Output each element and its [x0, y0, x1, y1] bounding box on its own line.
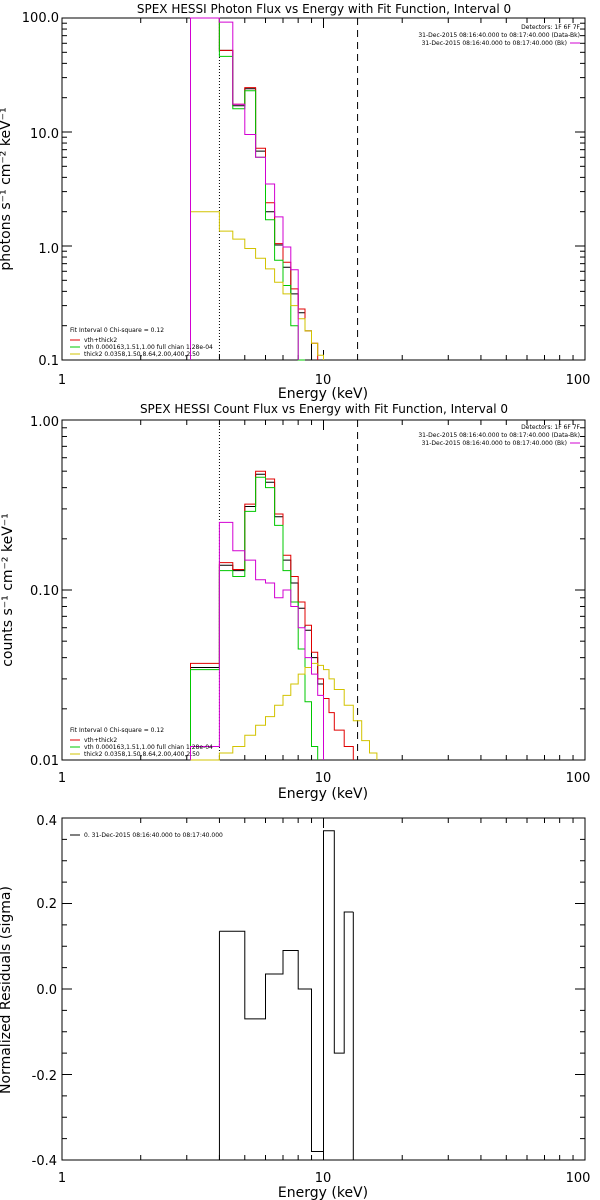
panel3-xtick-100: 100 — [566, 1171, 591, 1186]
panel1-xtick-1: 1 — [58, 373, 66, 388]
panel1-frame — [61, 17, 586, 361]
panel1-title: SPEX HESSI Photon Flux vs Energy with Fi… — [137, 2, 511, 16]
panel1-ytick-10: 10.0 — [30, 127, 59, 142]
panel1-ytick-100: 100.0 — [22, 11, 59, 26]
panel2-detectors: Detectors: 1F 6F 7F — [521, 424, 580, 431]
series-bk — [190, 521, 324, 760]
panel1-fit-text: Fit Interval 0 Chi-square = 0.12 — [70, 327, 164, 334]
panel3-ytick--0.4: -0.4 — [32, 1154, 57, 1169]
panel1-legend-thick2: thick2 0.0358,1.50,8.64,2.00,400,2.50 — [84, 351, 200, 358]
panel3-ylabel: Normalized Residuals (sigma) — [0, 886, 14, 1094]
panel2-title: SPEX HESSI Count Flux vs Energy with Fit… — [140, 402, 508, 416]
panel3-xtick-1: 1 — [58, 1171, 66, 1186]
panel2-xtick-1: 1 — [58, 771, 66, 786]
panel1-detectors: Detectors: 1F 6F 7F — [521, 24, 580, 31]
panel2-legend-total: vth+thick2 — [84, 737, 117, 744]
series-thick2-0-0358-1-50-8-64-2-00-4 — [190, 662, 378, 761]
panel3-ticks — [61, 817, 585, 1161]
panel1-ytick-1: 1.0 — [38, 242, 59, 257]
series-vth-0-000163-1-51-1-00-full-ch — [190, 476, 319, 760]
panel-photon-flux: SPEX HESSI Photon Flux vs Energy with Fi… — [0, 2, 590, 402]
series-0-31-dec-2015-08-16-40-000-to- — [219, 830, 354, 1152]
panel2-legend-vth: vth 0.000163,1.51,1.00 full chian 1.28e-… — [84, 744, 213, 751]
series-data-bk — [190, 17, 312, 360]
panel1-xlabel: Energy (keV) — [278, 386, 368, 402]
series-data-bk — [190, 473, 324, 760]
panel1-interval-data: 31-Dec-2015 08:16:40.000 to 08:17:40.000… — [418, 32, 580, 39]
panel1-legend-total: vth+thick2 — [84, 337, 117, 344]
panel1-series — [190, 17, 324, 361]
panel3-legend: 0. 31-Dec-2015 08:16:40.000 to 08:17:40.… — [84, 832, 223, 839]
panel3-ytick--0.2: -0.2 — [32, 1069, 57, 1084]
panel1-ylabel: photons s⁻¹ cm⁻² keV⁻¹ — [0, 107, 14, 270]
panel2-energy-markers — [218, 420, 359, 760]
panel1-ticks — [61, 17, 585, 361]
panel1-xtick-100: 100 — [566, 373, 591, 388]
panel1-interval-bk: 31-Dec-2015 08:16:40.000 to 08:17:40.000… — [422, 40, 567, 47]
series-thick2-0-0358-1-50-8-64-2-00-4 — [190, 211, 324, 360]
panel2-ytick-1.00: 1.00 — [30, 415, 59, 430]
panel2-ytick-0.10: 0.10 — [30, 584, 59, 599]
series-vth-thick2 — [190, 470, 354, 760]
panel1-energy-markers — [218, 18, 359, 360]
panel3-ytick-0.0: 0.0 — [36, 983, 57, 998]
panel3-xtick-10: 10 — [315, 1171, 332, 1186]
panel2-fit-text: Fit Interval 0 Chi-square = 0.12 — [70, 727, 164, 734]
panel1-ytick-0.1: 0.1 — [38, 354, 59, 369]
panel3-series — [218, 830, 354, 1160]
panel-count-flux: SPEX HESSI Count Flux vs Energy with Fit… — [0, 402, 590, 802]
panel2-legend-thick2: thick2 0.0358,1.50,8.64,2.00,400,2.50 — [84, 751, 200, 758]
panel2-ytick-0.01: 0.01 — [30, 754, 59, 769]
panel3-xlabel: Energy (keV) — [278, 1185, 368, 1200]
series-vth-0-000163-1-51-1-00-full-ch — [190, 17, 305, 361]
panel2-xtick-100: 100 — [566, 771, 591, 786]
panel1-legend-vth: vth 0.000163,1.51,1.00 full chian 1.28e-… — [84, 344, 213, 351]
panel2-interval-data: 31-Dec-2015 08:16:40.000 to 08:17:40.000… — [418, 432, 580, 439]
panel2-series — [190, 470, 378, 761]
panel-residuals: 0.4 0.2 0.0 -0.2 -0.4 1 10 100 Energy (k… — [0, 814, 590, 1200]
series-bk — [190, 17, 299, 360]
panel2-xtick-10: 10 — [315, 771, 332, 786]
panel1-xtick-10: 10 — [315, 373, 332, 388]
panel2-xlabel: Energy (keV) — [278, 786, 368, 802]
panel3-ytick-0.4: 0.4 — [36, 814, 57, 829]
panel2-interval-bk: 31-Dec-2015 08:16:40.000 to 08:17:40.000… — [422, 440, 567, 447]
panel3-ytick-0.2: 0.2 — [36, 897, 57, 912]
panel2-ylabel: counts s⁻¹ cm⁻² keV⁻¹ — [0, 513, 16, 667]
